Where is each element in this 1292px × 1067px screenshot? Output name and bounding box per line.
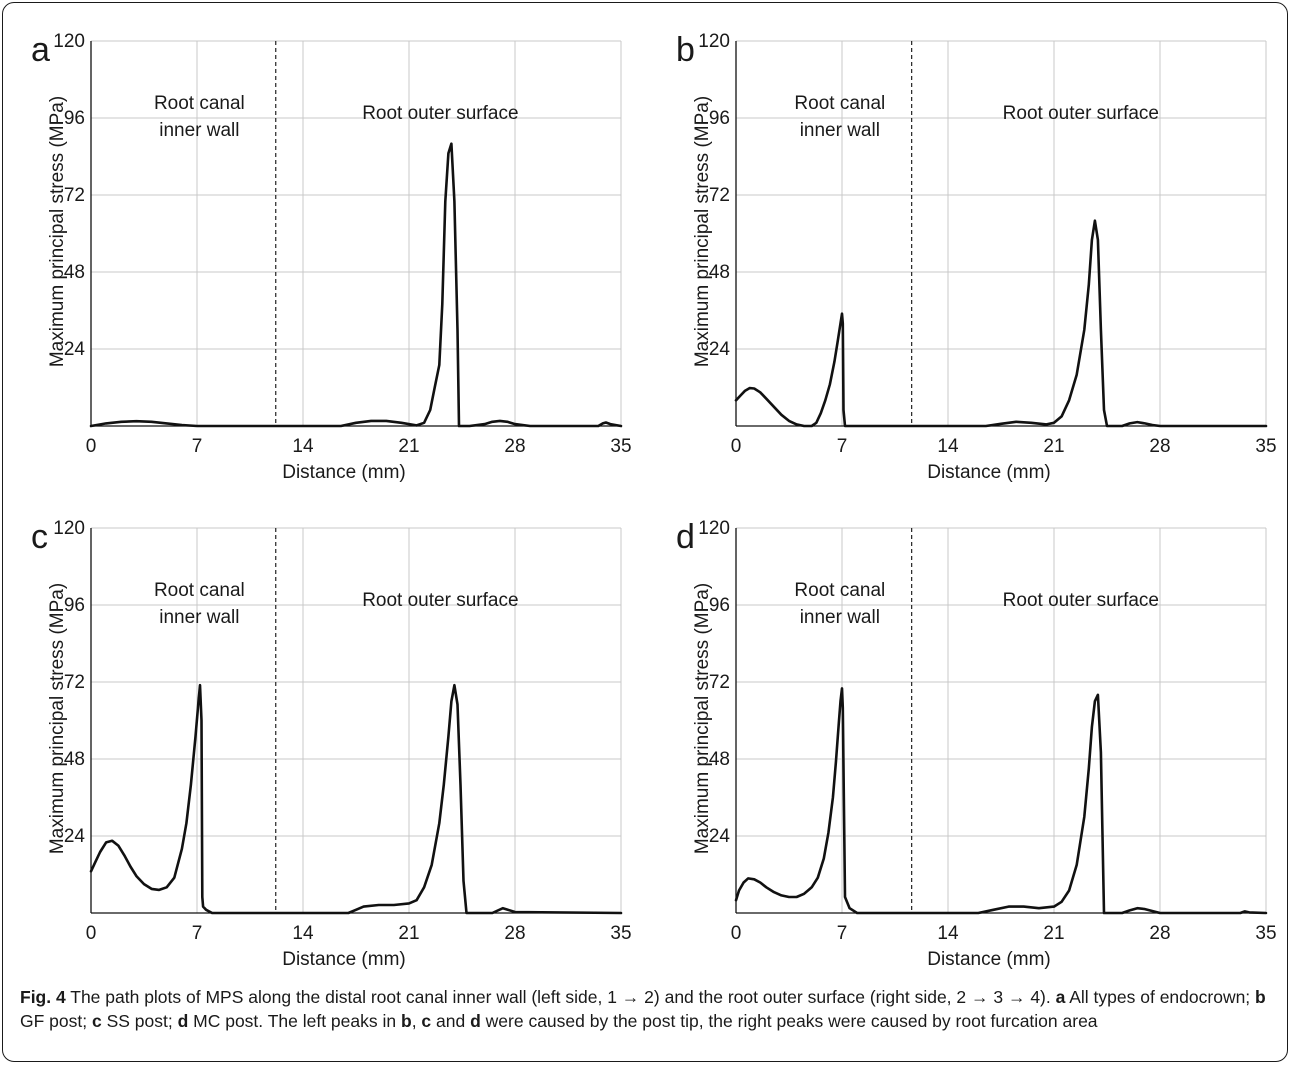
x-tick-label: 21 [398,923,419,944]
region-label-left: Root canal [794,93,885,114]
x-tick-label: 28 [1149,436,1170,457]
x-tick-label: 28 [504,436,525,457]
caption-bold-d: d [177,1011,189,1031]
y-tick-label: 24 [709,339,731,360]
y-tick-label: 72 [64,672,85,693]
x-axis-label: Distance (mm) [282,462,406,483]
x-tick-label: 21 [1043,923,1064,944]
chart-svg: 0 7 14 21 28 35 24 48 72 96 120 Distance (mm) Maximu… [676,518,1277,970]
region-label-right: Root outer surface [362,103,518,124]
y-tick-label: 96 [64,595,85,616]
panel-letter: c [31,518,48,556]
stress-series-line [734,219,1268,428]
x-tick-label: 7 [192,436,203,457]
x-tick-label: 14 [937,923,959,944]
x-tick-label: 0 [86,923,97,944]
y-tick-label: 120 [698,518,730,539]
region-label-left: inner wall [800,607,880,628]
region-label-left: inner wall [800,120,880,141]
x-tick-label: 35 [610,923,631,944]
region-label-right: Root outer surface [1003,590,1159,611]
y-tick-label: 120 [53,31,85,52]
x-tick-label: 28 [1149,923,1170,944]
y-tick-label: 24 [64,339,86,360]
caption-text-1: The path plots of MPS along the distal r… [65,987,1056,1007]
y-tick-label: 72 [709,672,730,693]
region-label-left: inner wall [159,607,239,628]
y-tick-label: 120 [698,31,730,52]
y-tick-label: 72 [709,185,730,206]
panel-d: 0 7 14 21 28 35 24 48 72 96 120 Distance (mm) Maximu… [648,490,1288,980]
region-label-left: Root canal [154,93,245,114]
x-tick-label: 7 [837,436,848,457]
panel-b: 0 7 14 21 28 35 24 48 72 96 120 Distance (mm) Maximu… [648,3,1288,493]
x-tick-label: 0 [86,436,97,457]
x-axis-label: Distance (mm) [282,949,406,970]
region-label-right: Root outer surface [1003,103,1159,124]
y-tick-label: 72 [64,185,85,206]
caption-text-5: MC post. The left peaks in [188,1011,401,1031]
region-label-right: Root outer surface [362,590,518,611]
x-tick-label: 35 [1255,923,1276,944]
caption-text-6: , [411,1011,422,1031]
x-tick-label: 35 [1255,436,1276,457]
y-axis-label: Maximum principal stress (MPa) [692,96,713,367]
y-axis-label: Maximum principal stress (MPa) [47,96,68,367]
region-label-left: inner wall [159,120,239,141]
y-tick-label: 48 [64,749,85,770]
panel-c: 0 7 14 21 28 35 24 48 72 96 120 Distance (mm) Maximu… [3,490,643,980]
x-tick-label: 28 [504,923,525,944]
caption-fig-label: Fig. 4 [20,987,66,1007]
y-tick-label: 48 [709,262,730,283]
x-tick-label: 0 [731,923,742,944]
y-tick-label: 48 [64,262,85,283]
caption-text-2: All types of endocrown; [1065,987,1256,1007]
y-tick-label: 96 [709,595,730,616]
chart-svg: 0 7 14 21 28 35 24 48 72 96 120 Distance (mm) Maximu… [31,31,632,483]
stress-series-line [734,687,1268,915]
x-tick-label: 14 [292,923,314,944]
y-tick-label: 120 [53,518,85,539]
y-tick-label: 96 [709,108,730,129]
caption-bold-a: a [1055,987,1066,1007]
chart-svg: 0 7 14 21 28 35 24 48 72 96 120 Distance (mm) Maximu… [676,31,1277,483]
x-tick-label: 35 [610,436,631,457]
y-tick-label: 24 [64,826,86,847]
panel-letter: d [676,518,695,556]
x-tick-label: 7 [192,923,203,944]
x-tick-label: 21 [398,436,419,457]
caption-bold-b: b [1255,987,1266,1007]
region-label-left: Root canal [154,580,245,601]
panel-letter: a [31,31,50,69]
x-tick-label: 7 [837,923,848,944]
x-tick-label: 14 [292,436,314,457]
x-tick-label: 14 [937,436,959,457]
chart-svg: 0 7 14 21 28 35 24 48 72 96 120 Distance (mm) Maximu… [31,518,632,970]
figure-caption: Fig. 4 The path plots of MPS along the d… [20,985,1275,1033]
y-tick-label: 48 [709,749,730,770]
caption-text-4: SS post; [101,1011,178,1031]
caption-text-7: and [431,1011,471,1031]
stress-series-line [89,683,623,915]
x-axis-label: Distance (mm) [927,949,1051,970]
caption-bold-b2: b [400,1011,412,1031]
panel-a: 0 7 14 21 28 35 24 48 72 96 120 Distance (mm) Maximu… [3,3,643,493]
x-tick-label: 0 [731,436,742,457]
caption-bold-c2: c [421,1011,432,1031]
caption-text-8: were caused by the post tip, the right p… [480,1011,1098,1031]
caption-text-3: GF post; [20,1011,92,1031]
panel-letter: b [676,31,695,69]
x-axis-label: Distance (mm) [927,462,1051,483]
x-tick-label: 21 [1043,436,1064,457]
caption-bold-c: c [91,1011,102,1031]
y-tick-label: 24 [709,826,731,847]
y-tick-label: 96 [64,108,85,129]
region-label-left: Root canal [794,580,885,601]
caption-bold-d2: d [470,1011,481,1031]
stress-series-line [89,142,623,428]
y-axis-label: Maximum principal stress (MPa) [47,583,68,854]
y-axis-label: Maximum principal stress (MPa) [692,583,713,854]
